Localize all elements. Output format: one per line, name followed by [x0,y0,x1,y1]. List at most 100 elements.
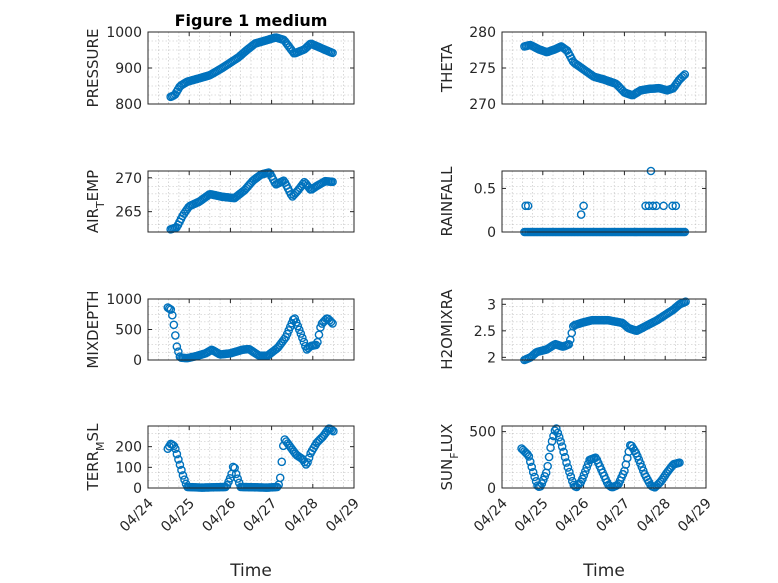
data-point [231,469,241,479]
y-axis-label-main: SUN [438,459,456,491]
y-tick-label: 0 [487,225,496,241]
data-point [668,201,677,211]
data-point [554,432,564,442]
x-tick-label: 04/24 [117,495,157,535]
y-tick-label: 500 [115,323,142,339]
x-tick-label: 04/25 [512,496,552,536]
data-point [556,437,565,446]
y-axis-label: RAINFALL [438,166,456,237]
data-point [275,473,285,483]
y-tick-label: 270 [115,171,142,187]
y-tick-label: 1000 [106,292,142,308]
axes-box-pressure [147,31,355,105]
data-point [559,447,568,457]
data-point [299,337,309,347]
data-point [521,201,530,211]
axes-box-air-temp [147,170,355,233]
x-tick-label: 04/26 [199,495,239,535]
data-point [166,305,176,314]
data-point [582,463,592,472]
x-tick-label: 04/26 [553,495,593,535]
y-axis-label-main: TERR [84,451,102,492]
data-point [553,428,563,438]
data-point [648,201,658,211]
data-point [230,463,239,473]
y-tick-label: 900 [115,61,142,77]
data-point [180,475,189,484]
panel-terr-msl: 0 100 200 04/24 04/25 04/26 04/27 04/28 04/29 Tim… [84,423,363,581]
data-point [562,458,571,467]
data-point [277,457,287,467]
y-axis-label: TERRMSL [84,423,107,492]
data-point [681,297,690,306]
panel-air-temp: 265 270 AIRTEMP [84,168,355,234]
y-tick-label: 100 [115,460,142,476]
data-point [579,470,589,480]
axes-box-terr-msl [147,425,355,489]
data-point [171,444,180,454]
data-point [543,461,552,471]
data-point [171,331,180,340]
y-tick-label: 800 [115,97,142,113]
y-axis-label-sub: M [94,441,107,451]
x-axis-label: Time [582,561,625,581]
data-point [326,317,336,327]
data-point [328,319,337,328]
x-tick-label: 04/24 [471,495,511,535]
x-tick-label: 04/29 [323,496,363,536]
data-point [174,455,183,464]
y-axis-label: SUNFLUX [438,424,461,491]
data-point [564,340,574,349]
data-point [172,342,182,351]
x-tick-label: 04/28 [282,496,322,536]
y-tick-label: 0 [487,481,496,497]
y-axis-label-main: PRESSURE [84,29,102,108]
y-axis-label-main: MIXDEPTH [84,290,102,368]
data-point [524,452,534,461]
y-tick-label: 1000 [106,25,142,41]
y-axis-label-rest: EMP [84,170,102,201]
panel-theta: 270 275 280 THETA [438,25,707,113]
data-point [581,467,590,476]
data-point [168,310,177,320]
data-point [675,458,684,467]
data-point [525,457,535,466]
y-tick-label: 3 [487,297,496,313]
data-point [659,201,668,211]
data-point [304,453,314,463]
y-tick-label: 280 [469,25,496,41]
data-point [233,474,242,483]
axes-box-theta [501,31,707,105]
data-point [178,471,188,480]
data-point [679,71,688,81]
y-axis-label-rest: SL [84,423,102,442]
data-point [177,465,186,475]
data-point [169,320,179,330]
y-axis-label: H2OMIXRA [438,289,456,370]
y-axis-label: AIRTEMP [84,170,107,233]
data-point [523,201,533,211]
y-tick-label: 0.5 [474,181,496,197]
data-point [579,201,588,211]
data-point [295,325,304,335]
y-axis-label: PRESSURE [84,29,102,108]
data-point [680,70,690,79]
y-tick-label: 0 [133,481,142,497]
axes-box-h2omixra [501,298,707,361]
panel-sun-flux: 0 500 04/24 04/25 04/26 04/27 04/28 04/29 Time SU… [438,424,715,581]
data-point [557,442,567,451]
y-axis-label-main: AIR [84,208,102,233]
data-point [527,462,537,472]
data-point [565,467,574,477]
data-point [552,424,561,433]
y-axis-label-sub: F [448,452,461,458]
y-tick-label: 500 [469,425,496,441]
data-point [547,437,557,446]
data-point [328,48,337,58]
data-point [528,467,538,477]
y-tick-label: 2 [487,350,496,366]
data-point [560,452,570,462]
x-tick-label: 04/27 [241,496,281,536]
